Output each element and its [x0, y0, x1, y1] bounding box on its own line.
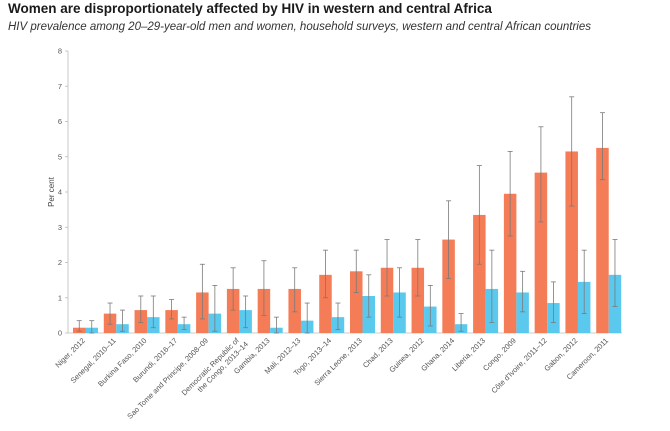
bar-series-1 — [534, 172, 548, 333]
bar-series-1 — [226, 288, 240, 333]
y-tick-label: 1 — [58, 293, 62, 302]
bar-series-2 — [516, 292, 529, 333]
chart-subtitle: HIV prevalence among 20–29-year-old men … — [8, 21, 591, 33]
y-tick-label: 0 — [58, 329, 62, 338]
y-tick-label: 2 — [58, 258, 62, 267]
bar-series-1 — [473, 214, 486, 333]
bar-series-1 — [442, 239, 455, 333]
bar-series-1 — [596, 147, 609, 333]
bar-series-1 — [319, 274, 332, 333]
bar-series-1 — [350, 271, 363, 333]
y-tick-label: 3 — [58, 223, 62, 232]
y-tick-label: 8 — [58, 47, 62, 56]
y-tick-label: 5 — [58, 152, 62, 161]
x-tick-label: Côte d'Ivoire, 2011–12 — [489, 336, 548, 395]
y-tick-label: 6 — [58, 117, 62, 126]
chart-title: Women are disproportionately affected by… — [8, 1, 492, 16]
y-tick-label: 7 — [58, 82, 62, 91]
bar-series-1 — [165, 310, 178, 333]
bar-series-1 — [503, 193, 517, 333]
y-axis-label: Per cent — [47, 176, 56, 207]
bar-series-1 — [565, 151, 578, 333]
y-tick-label: 4 — [58, 188, 62, 197]
bar-series-1 — [380, 267, 394, 333]
bar-series-1 — [411, 267, 425, 333]
